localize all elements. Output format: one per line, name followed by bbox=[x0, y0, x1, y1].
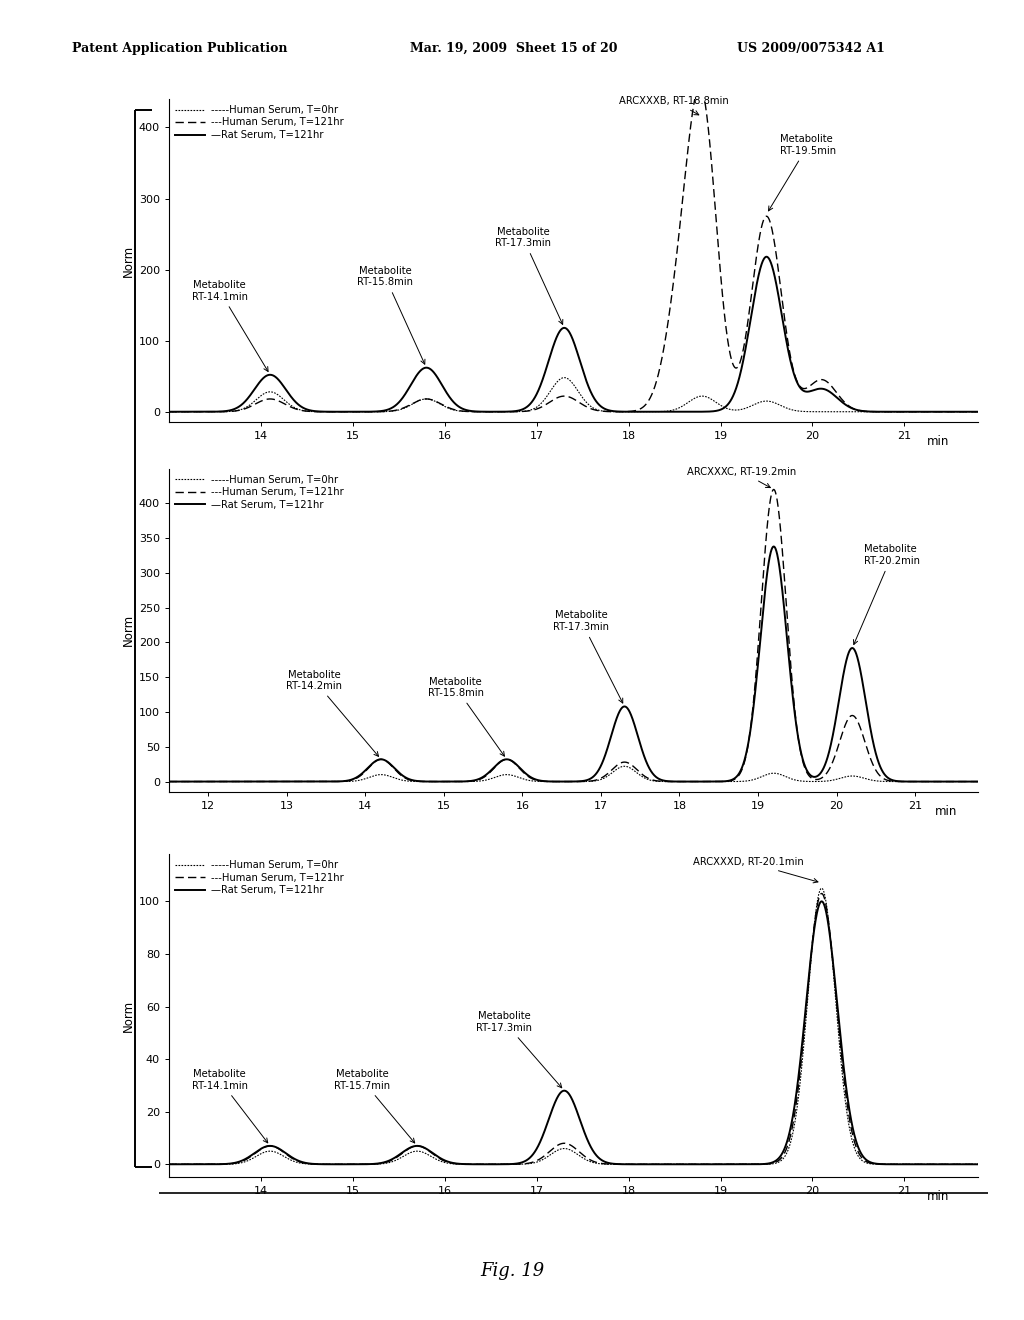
Text: ARCXXXD, RT-20.1min: ARCXXXD, RT-20.1min bbox=[693, 857, 818, 883]
Text: ARCXXXC, RT-19.2min: ARCXXXC, RT-19.2min bbox=[687, 467, 797, 487]
Y-axis label: Norm: Norm bbox=[122, 244, 134, 277]
Text: Metabolite
RT-17.3min: Metabolite RT-17.3min bbox=[553, 610, 623, 704]
Legend: -----Human Serum, T=0hr, ---Human Serum, T=121hr, —Rat Serum, T=121hr: -----Human Serum, T=0hr, ---Human Serum,… bbox=[174, 474, 345, 511]
Text: min: min bbox=[928, 436, 949, 449]
Text: Metabolite
RT-14.1min: Metabolite RT-14.1min bbox=[191, 1069, 267, 1143]
Text: Metabolite
RT-20.2min: Metabolite RT-20.2min bbox=[853, 544, 920, 644]
Text: min: min bbox=[928, 1191, 949, 1204]
Text: Metabolite
RT-15.8min: Metabolite RT-15.8min bbox=[357, 265, 425, 364]
Text: ARCXXXB, RT-18.8min: ARCXXXB, RT-18.8min bbox=[620, 96, 729, 115]
Text: min: min bbox=[935, 805, 957, 818]
Text: Metabolite
RT-15.8min: Metabolite RT-15.8min bbox=[428, 677, 505, 756]
Text: Metabolite
RT-14.1min: Metabolite RT-14.1min bbox=[191, 280, 268, 371]
Text: Metabolite
RT-15.7min: Metabolite RT-15.7min bbox=[334, 1069, 415, 1143]
Text: Mar. 19, 2009  Sheet 15 of 20: Mar. 19, 2009 Sheet 15 of 20 bbox=[410, 42, 617, 55]
Text: Metabolite
RT-17.3min: Metabolite RT-17.3min bbox=[476, 1011, 562, 1088]
Legend: -----Human Serum, T=0hr, ---Human Serum, T=121hr, —Rat Serum, T=121hr: -----Human Serum, T=0hr, ---Human Serum,… bbox=[174, 104, 345, 141]
Text: Metabolite
RT-19.5min: Metabolite RT-19.5min bbox=[768, 135, 837, 211]
Text: US 2009/0075342 A1: US 2009/0075342 A1 bbox=[737, 42, 885, 55]
Text: Patent Application Publication: Patent Application Publication bbox=[72, 42, 287, 55]
Y-axis label: Norm: Norm bbox=[122, 614, 134, 647]
Text: Fig. 19: Fig. 19 bbox=[480, 1262, 544, 1280]
Y-axis label: Norm: Norm bbox=[122, 999, 135, 1032]
Text: Metabolite
RT-17.3min: Metabolite RT-17.3min bbox=[495, 227, 563, 325]
Legend: -----Human Serum, T=0hr, ---Human Serum, T=121hr, —Rat Serum, T=121hr: -----Human Serum, T=0hr, ---Human Serum,… bbox=[174, 859, 345, 896]
Text: Metabolite
RT-14.2min: Metabolite RT-14.2min bbox=[287, 669, 379, 756]
